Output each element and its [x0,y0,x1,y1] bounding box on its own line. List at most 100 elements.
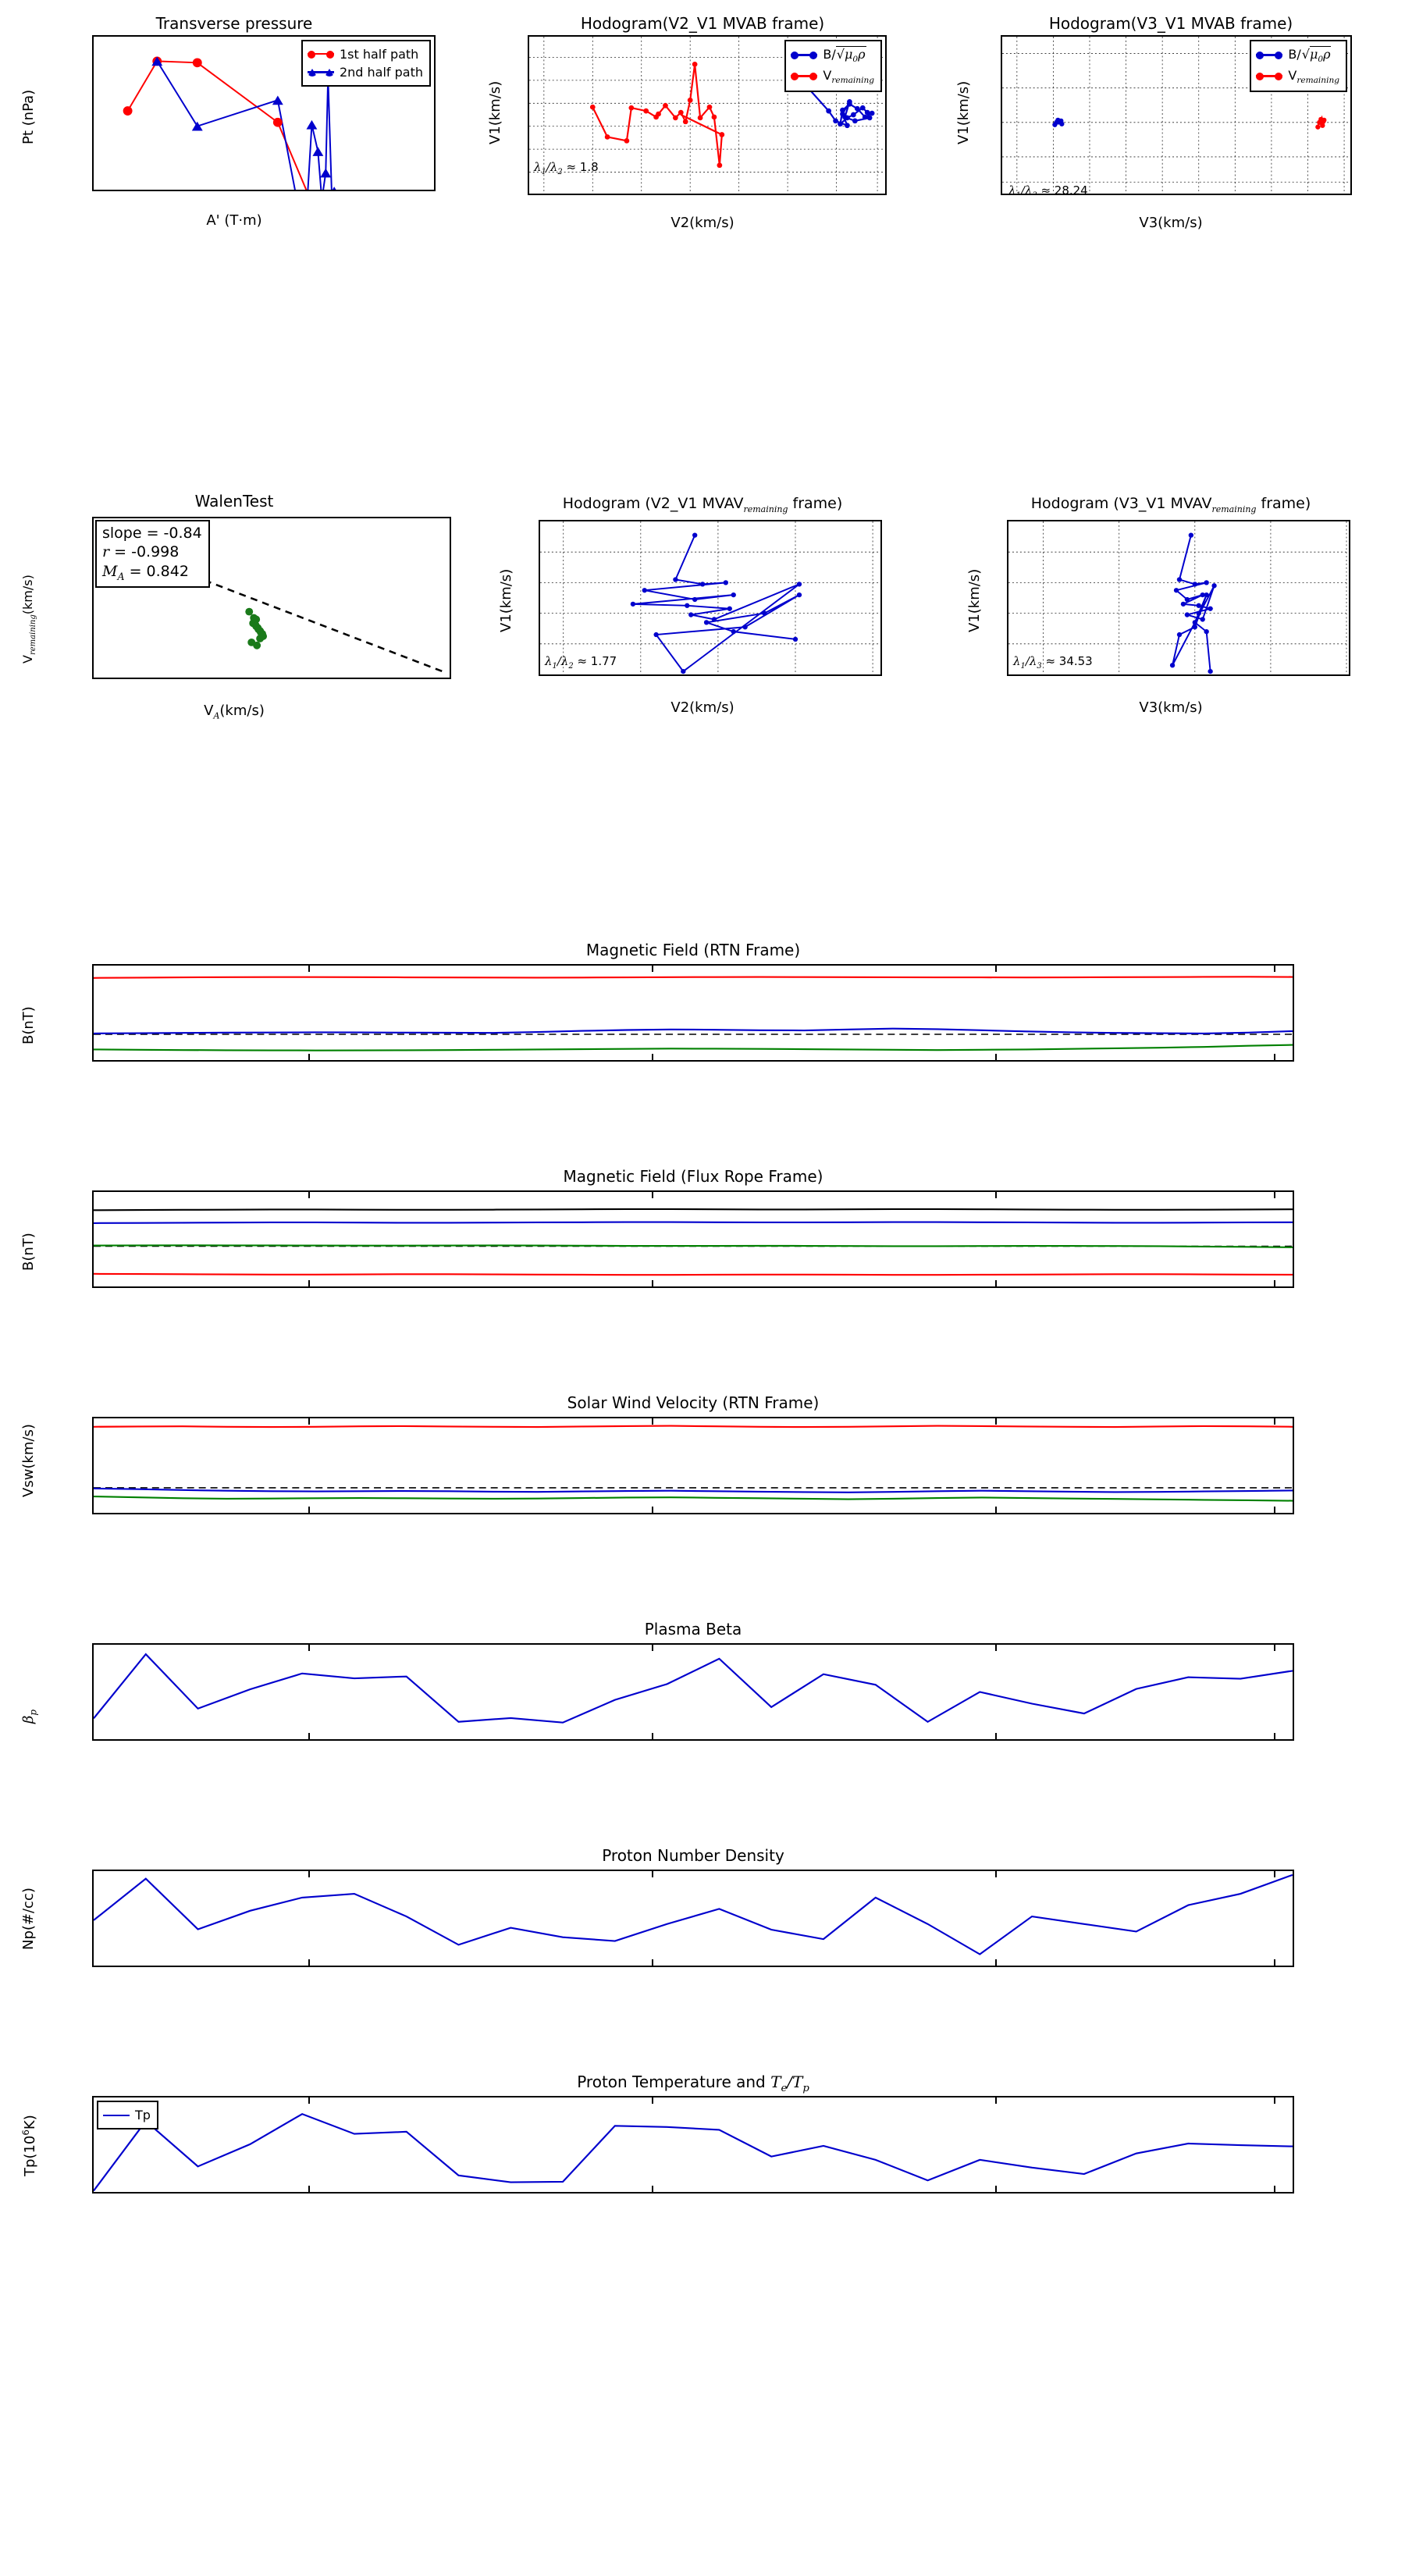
panel-title: Proton Number Density [602,1846,784,1865]
panel-title: Solar Wind Velocity (RTN Frame) [567,1393,820,1412]
y-axis-label: Pt (nPa) [20,89,37,144]
legend-label: B/√μ0ρ [823,46,866,65]
x-tickmark [1274,1871,1276,1877]
plot-area-proton-density: 14013513012512011507/03 04:15:4407/03 04… [92,1870,1294,1967]
vsw_rtn-canvas [94,1425,1293,1502]
legend-marker-circle [791,72,818,80]
hodogram-v2v1-mvab-canvas [529,37,885,194]
x-tickmark [652,1054,653,1060]
x-tickmark [308,1871,310,1877]
plot-area-hodogram-v2v1-mvav: 40 30 20 10 0 -10 -20 -10 0 10 20 λ1/λ2 … [539,520,882,676]
plot-area-b-rtn: 120100806040200-20-4007/03 04:15:4407/03… [92,964,1294,1062]
x-tickmark [995,1418,997,1425]
x-axis-label: A' (T·m) [206,212,262,229]
hodogram-v2v1-mvav-canvas [540,521,880,674]
legend-label: Vremaining [1288,67,1339,85]
plot-area-b-fluxrope: 150100500-50-10007/03 04:15:4407/03 04:1… [92,1190,1294,1288]
x-tickmark [308,1733,310,1739]
x-tickmark [652,1507,653,1513]
x-tickmark [1274,1192,1276,1198]
y-axis-label: V1(km/s) [498,568,514,632]
x-axis-label: V2(km/s) [670,699,735,716]
proton_temperature-canvas [94,2112,1293,2192]
x-tickmark [308,2186,310,2192]
legend-row: Tp [103,2106,151,2124]
x-tickmark [652,1418,653,1425]
legend-marker-circle [307,50,334,59]
x-tickmark [1274,1733,1276,1739]
legend-label: B/√μ0ρ [1288,46,1331,65]
y-axis-label: Vremaining(km/s) [20,575,38,664]
panel-title: Transverse pressure [155,14,313,33]
x-tickmark [308,2097,310,2104]
x-tickmark [995,1192,997,1198]
y-axis-label: Vsw(km/s) [20,1423,37,1497]
x-tickmark [308,1645,310,1651]
legend-label: 1st half path [339,47,419,62]
eigenvalue-ratio-annotation: λ1/λ2 ≈ 1.8 [534,160,599,176]
panel-proton-density: Proton Number Density 1401351301251201150… [0,1846,1405,2018]
panel-b-rtn: Magnetic Field (RTN Frame) 12010080604020… [0,941,1405,1112]
y-axis-label: βp [20,1709,39,1724]
walen-stats-box: slope = -0.84 r = -0.998 MA = 0.842 [95,520,210,589]
x-tickmark [1274,1280,1276,1286]
x-tickmark [652,1733,653,1739]
slope-value: slope = -0.84 [102,525,202,542]
x-tickmark [995,2097,997,2104]
x-tickmark [1274,1959,1276,1966]
x-tickmark [995,1280,997,1286]
panel-hodogram-v3v1-mvav: Hodogram (V3_V1 MVAVremaining frame) 40 [937,468,1405,716]
b_fluxrope-canvas [94,1208,1293,1276]
legend-hodogram-v3v1-mvab: B/√μ0ρ Vremaining [1250,40,1347,92]
x-tickmark [995,1733,997,1739]
x-tickmark [995,1054,997,1060]
y-axis-label: Tp(106K) [20,2114,38,2176]
x-tickmark [1274,1054,1276,1060]
panel-transverse-pressure: Transverse pressure 1.128 1.120 1.112 1.… [0,8,468,229]
x-tickmark [995,1959,997,1966]
x-tickmark [308,1418,310,1425]
panel-title: Hodogram(V3_V1 MVAB frame) [1048,14,1293,33]
panel-title: Magnetic Field (Flux Rope Frame) [563,1167,823,1186]
y-axis-label: V1(km/s) [966,568,983,632]
x-tickmark [652,2186,653,2192]
b_rtn-canvas [94,976,1293,1051]
x-tickmark [652,1280,653,1286]
proton_density-canvas [94,1873,1293,1955]
legend-label: Tp [135,2108,151,2122]
x-tickmark [995,2186,997,2192]
y-axis-label: B(nT) [20,1005,37,1044]
ratio-value: 1.77 [590,654,617,668]
plasma_beta-canvas [94,1653,1293,1724]
x-tickmark [652,1645,653,1651]
ratio-value: 28.24 [1054,183,1088,195]
x-axis-label: V2(km/s) [670,215,735,231]
legend-marker-circle [791,52,818,60]
plot-area-hodogram-v3v1-mvav: 40 30 20 10 0 -10 150 160 170 180 190 λ1… [1007,520,1350,676]
x-tickmark [308,1192,310,1198]
eigenvalue-ratio-annotation: λ1/λ3 ≈ 28.24 [1008,183,1088,195]
panel-title: WalenTest [194,492,274,511]
x-tickmark [995,1871,997,1877]
x-tickmark [1274,2097,1276,2104]
x-tickmark [1274,1645,1276,1651]
x-tickmark [308,1280,310,1286]
panel-proton-temperature: Proton Temperature and Te/Tp0.1350.1300.… [0,2073,1405,2244]
plot-area-plasma-beta: 0.0600.0550.0500.0450.0400.03507/03 04:1… [92,1643,1294,1741]
legend-hodogram-v2v1-mvab: B/√μ0ρ Vremaining [784,40,882,92]
y-axis-label: B(nT) [20,1232,37,1271]
x-tickmark [1274,1507,1276,1513]
x-axis-label: VA(km/s) [204,703,265,721]
x-tickmark [1274,2186,1276,2192]
panel-title: Hodogram (V3_V1 MVAVremaining frame) [1030,495,1311,514]
x-tickmark [995,1507,997,1513]
legend-label: 2nd half path [339,65,423,80]
panel-title: Proton Temperature and Te/Tp [577,2073,809,2094]
x-axis-label: V3(km/s) [1139,215,1203,231]
eigenvalue-ratio-annotation: λ1/λ2 ≈ 1.77 [545,654,617,671]
legend-swatch [103,2114,130,2116]
plot-area-hodogram-v2v1-mvab: 30 20 10 0 -10 -20 -30 -40 -30 -20 -10 0… [528,35,887,195]
alfven-mach-value: MA = 0.842 [102,562,189,582]
legend-proton-temperature: Tp [97,2101,158,2130]
x-tickmark [1274,966,1276,972]
